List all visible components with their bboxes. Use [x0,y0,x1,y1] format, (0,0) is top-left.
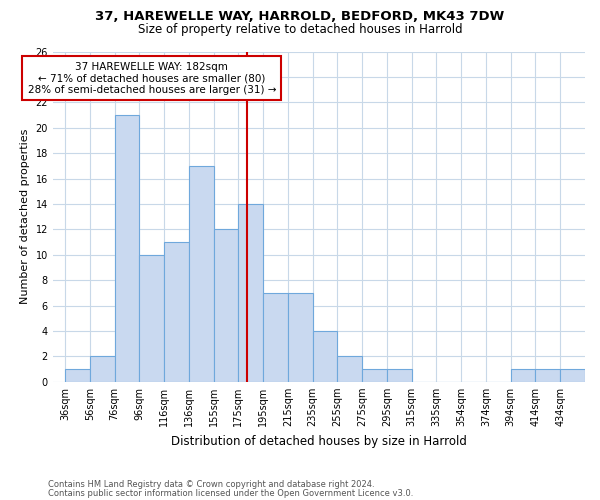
Bar [115,115,139,382]
X-axis label: Distribution of detached houses by size in Harrold: Distribution of detached houses by size … [171,434,467,448]
Bar [214,230,238,382]
Text: Contains public sector information licensed under the Open Government Licence v3: Contains public sector information licen… [48,488,413,498]
Bar [362,369,387,382]
Text: Size of property relative to detached houses in Harrold: Size of property relative to detached ho… [137,22,463,36]
Text: 37 HAREWELLE WAY: 182sqm
← 71% of detached houses are smaller (80)
28% of semi-d: 37 HAREWELLE WAY: 182sqm ← 71% of detach… [28,62,276,95]
Bar [164,242,189,382]
Bar [313,331,337,382]
Bar [263,293,288,382]
Text: 37, HAREWELLE WAY, HARROLD, BEDFORD, MK43 7DW: 37, HAREWELLE WAY, HARROLD, BEDFORD, MK4… [95,10,505,23]
Bar [511,369,535,382]
Bar [65,369,90,382]
Text: Contains HM Land Registry data © Crown copyright and database right 2024.: Contains HM Land Registry data © Crown c… [48,480,374,489]
Bar [139,255,164,382]
Bar [337,356,362,382]
Bar [535,369,560,382]
Bar [189,166,214,382]
Bar [238,204,263,382]
Y-axis label: Number of detached properties: Number of detached properties [20,129,30,304]
Bar [288,293,313,382]
Bar [90,356,115,382]
Bar [560,369,585,382]
Bar [387,369,412,382]
